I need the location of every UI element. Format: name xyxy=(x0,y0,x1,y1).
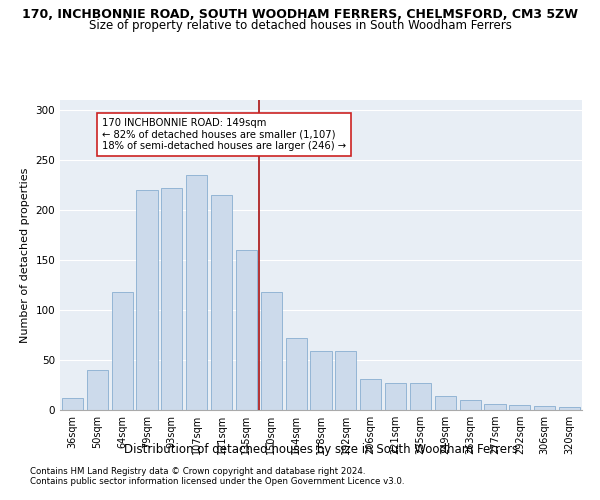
Bar xyxy=(460,400,481,410)
Y-axis label: Number of detached properties: Number of detached properties xyxy=(20,168,30,342)
Bar xyxy=(534,406,555,410)
Bar xyxy=(112,292,133,410)
Bar xyxy=(360,379,381,410)
Bar xyxy=(236,250,257,410)
Bar xyxy=(509,405,530,410)
Bar xyxy=(559,407,580,410)
Text: Contains HM Land Registry data © Crown copyright and database right 2024.: Contains HM Land Registry data © Crown c… xyxy=(30,467,365,476)
Bar xyxy=(435,396,456,410)
Bar xyxy=(335,351,356,410)
Bar xyxy=(186,175,207,410)
Bar xyxy=(161,188,182,410)
Bar xyxy=(410,383,431,410)
Bar xyxy=(286,338,307,410)
Bar xyxy=(385,383,406,410)
Text: 170, INCHBONNIE ROAD, SOUTH WOODHAM FERRERS, CHELMSFORD, CM3 5ZW: 170, INCHBONNIE ROAD, SOUTH WOODHAM FERR… xyxy=(22,8,578,20)
Text: 170 INCHBONNIE ROAD: 149sqm
← 82% of detached houses are smaller (1,107)
18% of : 170 INCHBONNIE ROAD: 149sqm ← 82% of det… xyxy=(102,118,346,151)
Text: Distribution of detached houses by size in South Woodham Ferrers: Distribution of detached houses by size … xyxy=(124,442,518,456)
Bar xyxy=(87,370,108,410)
Bar xyxy=(62,398,83,410)
Bar xyxy=(261,292,282,410)
Bar xyxy=(211,195,232,410)
Text: Contains public sector information licensed under the Open Government Licence v3: Contains public sector information licen… xyxy=(30,477,404,486)
Bar xyxy=(484,404,506,410)
Bar xyxy=(310,351,332,410)
Bar xyxy=(136,190,158,410)
Text: Size of property relative to detached houses in South Woodham Ferrers: Size of property relative to detached ho… xyxy=(89,19,511,32)
